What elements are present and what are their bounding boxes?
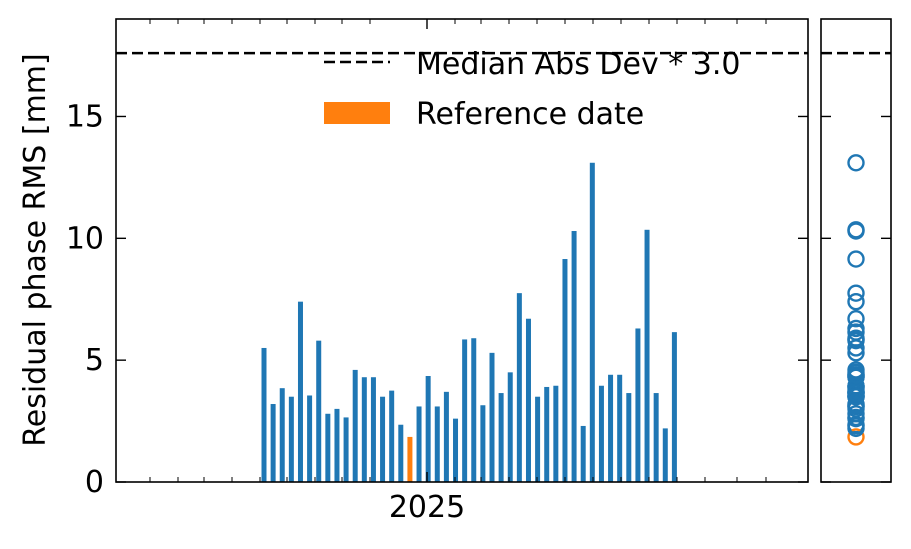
distribution-points: [847, 154, 865, 446]
bar: [598, 385, 604, 482]
bar: [516, 293, 522, 482]
bar: [553, 385, 559, 482]
reference-bar: [407, 436, 413, 482]
data-point: [847, 323, 865, 341]
bar: [270, 404, 276, 482]
y-tick-label: 10: [66, 221, 104, 256]
bar: [370, 377, 376, 482]
bar: [316, 340, 322, 482]
data-point: [847, 366, 865, 384]
data-point: [847, 284, 865, 302]
bar: [525, 318, 531, 482]
legend-reference-swatch: [324, 102, 390, 124]
data-point: [847, 396, 865, 414]
bar: [471, 338, 477, 482]
bar: [380, 396, 386, 482]
bar: [462, 339, 468, 482]
bar: [434, 406, 440, 482]
bar: [635, 328, 641, 482]
bar: [443, 391, 449, 482]
legend: Median Abs Dev * 3.0 Reference date: [324, 47, 740, 132]
bar: [279, 388, 285, 482]
bar: [261, 347, 267, 482]
y-tick-label: 15: [66, 99, 104, 134]
bar: [562, 259, 568, 482]
bar: [480, 405, 486, 482]
bar: [662, 428, 668, 482]
bar: [389, 390, 395, 482]
side-plot-frame: [820, 18, 892, 483]
y-tick-label: 0: [85, 465, 104, 500]
bar: [671, 332, 677, 482]
bar: [580, 425, 586, 482]
data-point: [847, 292, 865, 311]
bar-series: [261, 162, 677, 482]
legend-threshold-label: Median Abs Dev * 3.0: [416, 47, 740, 82]
axis-ticks: 0 5 10 15 2025: [66, 19, 891, 525]
data-point: [847, 221, 865, 239]
bar: [334, 408, 340, 482]
bar: [489, 352, 495, 482]
bar: [325, 413, 331, 482]
bar: [288, 396, 294, 482]
bar: [361, 377, 367, 482]
bar: [453, 418, 459, 482]
x-tick-label: 2025: [389, 490, 465, 525]
data-point: [847, 377, 865, 395]
reference-point: [847, 428, 865, 446]
bar: [589, 162, 595, 482]
data-point: [847, 250, 865, 268]
bar: [352, 369, 358, 482]
bar: [617, 374, 623, 482]
bar: [343, 417, 349, 482]
data-point: [847, 419, 865, 438]
bar: [544, 386, 550, 482]
bar: [307, 395, 313, 482]
bar: [297, 301, 303, 482]
y-axis-label: Residual phase RMS [mm]: [18, 53, 53, 446]
bar: [653, 393, 659, 482]
data-point: [847, 310, 865, 328]
bar: [626, 393, 632, 482]
bar: [644, 229, 650, 482]
bar: [535, 396, 541, 482]
bar: [425, 376, 431, 482]
data-point: [847, 384, 865, 402]
bar: [498, 393, 504, 482]
data-point: [847, 154, 865, 172]
data-point: [847, 344, 865, 362]
bar: [571, 231, 577, 482]
bar: [398, 424, 404, 482]
data-point: [847, 409, 865, 428]
bar: [608, 374, 614, 482]
main-plot-frame: [115, 18, 809, 483]
bar: [416, 406, 422, 482]
legend-reference-label: Reference date: [416, 97, 644, 132]
bar: [507, 372, 513, 482]
y-tick-label: 5: [85, 343, 104, 378]
